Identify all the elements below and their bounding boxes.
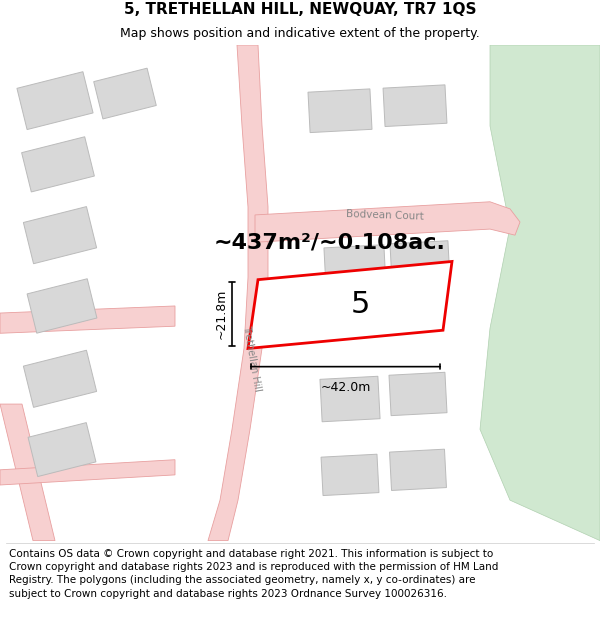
Polygon shape xyxy=(321,454,379,496)
Text: 5: 5 xyxy=(350,291,370,319)
Polygon shape xyxy=(27,279,97,333)
Polygon shape xyxy=(480,45,600,541)
Polygon shape xyxy=(22,137,94,192)
Text: Contains OS data © Crown copyright and database right 2021. This information is : Contains OS data © Crown copyright and d… xyxy=(9,549,499,599)
Text: Trethellan Hill: Trethellan Hill xyxy=(241,325,263,392)
Polygon shape xyxy=(0,404,55,541)
Polygon shape xyxy=(324,245,386,291)
Polygon shape xyxy=(17,72,93,129)
Polygon shape xyxy=(308,89,372,132)
Polygon shape xyxy=(28,422,96,476)
Polygon shape xyxy=(383,85,447,126)
Text: ~42.0m: ~42.0m xyxy=(320,381,371,394)
Polygon shape xyxy=(389,372,447,416)
Text: ~21.8m: ~21.8m xyxy=(215,289,228,339)
Polygon shape xyxy=(23,207,97,264)
Polygon shape xyxy=(23,350,97,408)
Text: Bodvean Court: Bodvean Court xyxy=(346,209,424,221)
Polygon shape xyxy=(320,376,380,422)
Text: 5, TRETHELLAN HILL, NEWQUAY, TR7 1QS: 5, TRETHELLAN HILL, NEWQUAY, TR7 1QS xyxy=(124,2,476,18)
Polygon shape xyxy=(255,202,520,242)
Polygon shape xyxy=(0,460,175,485)
Polygon shape xyxy=(0,306,175,333)
Polygon shape xyxy=(248,261,452,349)
Polygon shape xyxy=(389,449,446,491)
Polygon shape xyxy=(390,241,450,284)
Polygon shape xyxy=(208,45,268,541)
Text: ~437m²/~0.108ac.: ~437m²/~0.108ac. xyxy=(214,232,446,253)
Text: Map shows position and indicative extent of the property.: Map shows position and indicative extent… xyxy=(120,28,480,40)
Polygon shape xyxy=(94,68,156,119)
